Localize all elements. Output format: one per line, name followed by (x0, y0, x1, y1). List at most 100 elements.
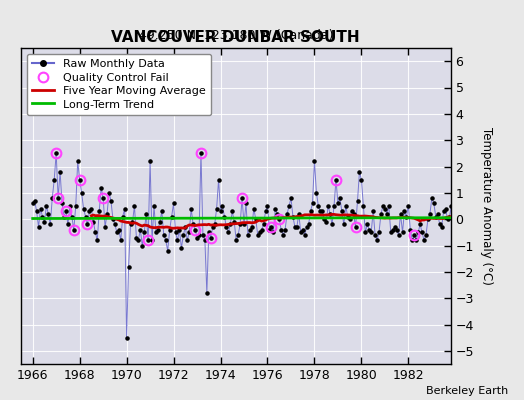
Point (236, 221, 244, 228)
Point (381, 206, 389, 212)
Point (85, 208, 94, 214)
Point (302, 224, 311, 230)
Point (457, 211, 465, 217)
Point (222, 224, 231, 230)
Point (500, 176, 508, 183)
Point (171, 229, 180, 236)
Point (175, 226, 183, 233)
Point (158, 208, 166, 214)
Point (330, 203, 338, 209)
Point (395, 232, 403, 238)
Point (388, 226, 397, 233)
Point (168, 213, 176, 220)
Point (214, 176, 223, 183)
Point (160, 232, 168, 238)
Point (244, 232, 252, 238)
Point (451, 184, 460, 191)
Point (433, 211, 442, 217)
Point (281, 226, 289, 233)
Point (326, 211, 334, 217)
Point (126, 221, 135, 228)
Point (70, 226, 78, 233)
Point (216, 208, 225, 214)
Point (369, 208, 377, 214)
Point (224, 229, 233, 236)
Point (263, 203, 271, 209)
Point (277, 226, 286, 233)
Point (371, 232, 379, 238)
Point (166, 226, 174, 233)
Point (99, 195, 107, 201)
Point (383, 211, 391, 217)
Point (32, 208, 41, 214)
Point (197, 150, 205, 156)
Point (432, 213, 440, 220)
Point (514, 237, 522, 244)
Point (30, 198, 39, 204)
Point (414, 229, 422, 236)
Point (483, 206, 491, 212)
Point (340, 221, 348, 228)
Point (256, 229, 264, 236)
Point (404, 203, 412, 209)
Text: Berkeley Earth: Berkeley Earth (426, 386, 508, 396)
Point (36, 206, 45, 212)
Point (359, 203, 367, 209)
Point (336, 195, 344, 201)
Point (412, 237, 420, 244)
Point (308, 200, 316, 206)
Point (410, 232, 419, 238)
Point (373, 237, 381, 244)
Point (79, 206, 88, 212)
Point (363, 221, 372, 228)
Point (142, 211, 150, 217)
Point (109, 216, 117, 222)
Point (50, 176, 58, 183)
Point (148, 237, 156, 244)
Point (226, 221, 235, 228)
Point (516, 274, 524, 280)
Point (68, 213, 76, 220)
Point (173, 237, 182, 244)
Point (316, 208, 324, 214)
Point (365, 226, 374, 233)
Point (467, 226, 475, 233)
Point (441, 206, 450, 212)
Point (347, 208, 356, 214)
Point (111, 221, 119, 228)
Point (424, 216, 432, 222)
Point (183, 237, 191, 244)
Point (204, 229, 213, 236)
Point (138, 242, 147, 249)
Point (396, 211, 405, 217)
Point (211, 221, 219, 228)
Point (163, 248, 172, 254)
Point (252, 216, 260, 222)
Point (425, 211, 434, 217)
Point (107, 198, 115, 204)
Point (54, 195, 62, 201)
Point (402, 213, 411, 220)
Legend: Raw Monthly Data, Quality Control Fail, Five Year Moving Average, Long-Term Tren: Raw Monthly Data, Quality Control Fail, … (27, 54, 212, 115)
Point (64, 221, 72, 228)
Point (318, 208, 326, 214)
Point (443, 216, 452, 222)
Point (177, 245, 185, 251)
Point (332, 176, 340, 183)
Point (508, 229, 516, 236)
Point (484, 213, 493, 220)
Point (297, 229, 305, 236)
Point (512, 229, 520, 236)
Point (130, 203, 139, 209)
Point (97, 184, 105, 191)
Point (267, 224, 276, 230)
Point (408, 237, 417, 244)
Point (455, 203, 463, 209)
Point (46, 221, 54, 228)
Point (42, 203, 51, 209)
Point (498, 158, 507, 164)
Point (78, 190, 86, 196)
Point (300, 232, 309, 238)
Point (430, 200, 438, 206)
Point (291, 224, 299, 230)
